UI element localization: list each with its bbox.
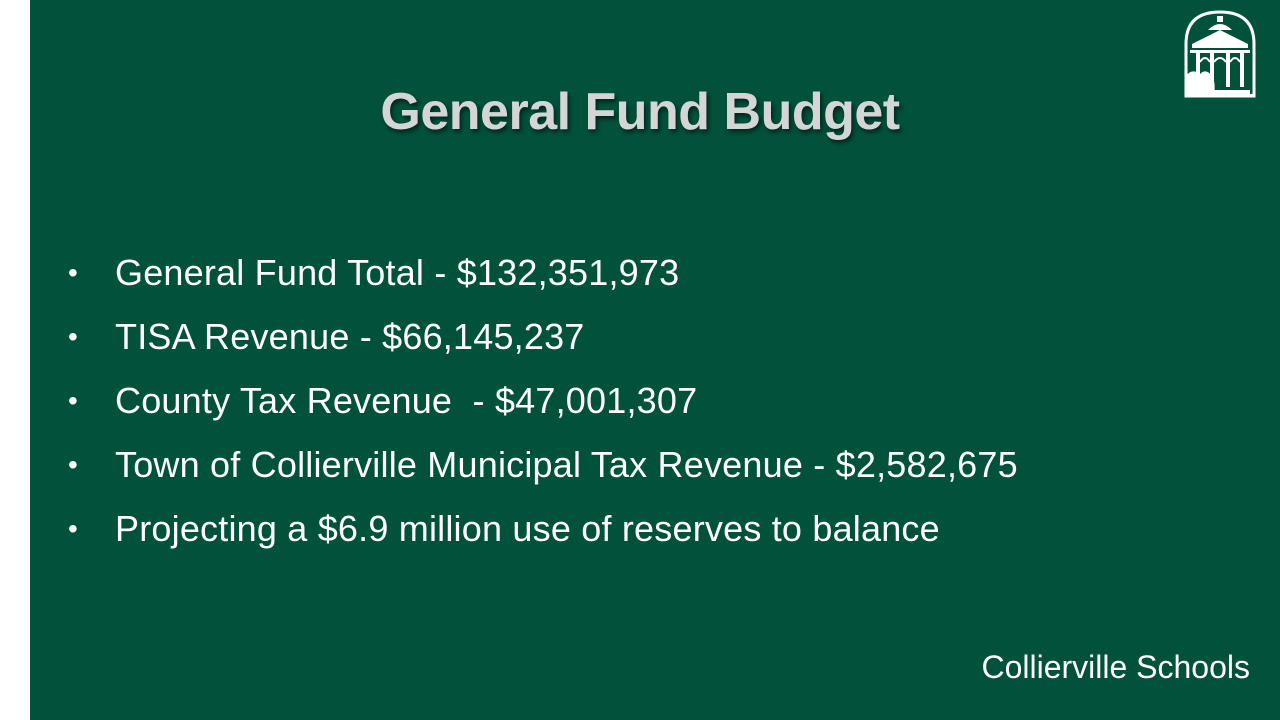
- bullet-marker: •: [68, 449, 78, 480]
- bullet-marker: •: [68, 321, 78, 352]
- bullet-marker: •: [68, 257, 78, 288]
- bullet-marker: •: [68, 513, 78, 544]
- footer-organization-name: Collierville Schools: [981, 649, 1250, 685]
- slide: General Fund Budget • General Fund Total…: [30, 0, 1280, 720]
- bullet-marker: •: [68, 385, 78, 416]
- bullet-text: Town of Collierville Municipal Tax Reven…: [115, 444, 1018, 485]
- bullet-text: TISA Revenue - $66,145,237: [115, 316, 585, 357]
- bullet-text: General Fund Total - $132,351,973: [115, 252, 680, 293]
- slide-title: General Fund Budget: [380, 83, 900, 141]
- gazebo-logo-icon: [1184, 10, 1256, 98]
- bullet-text: Projecting a $6.9 million use of reserve…: [115, 508, 940, 549]
- bullet-text: County Tax Revenue - $47,001,307: [115, 380, 698, 421]
